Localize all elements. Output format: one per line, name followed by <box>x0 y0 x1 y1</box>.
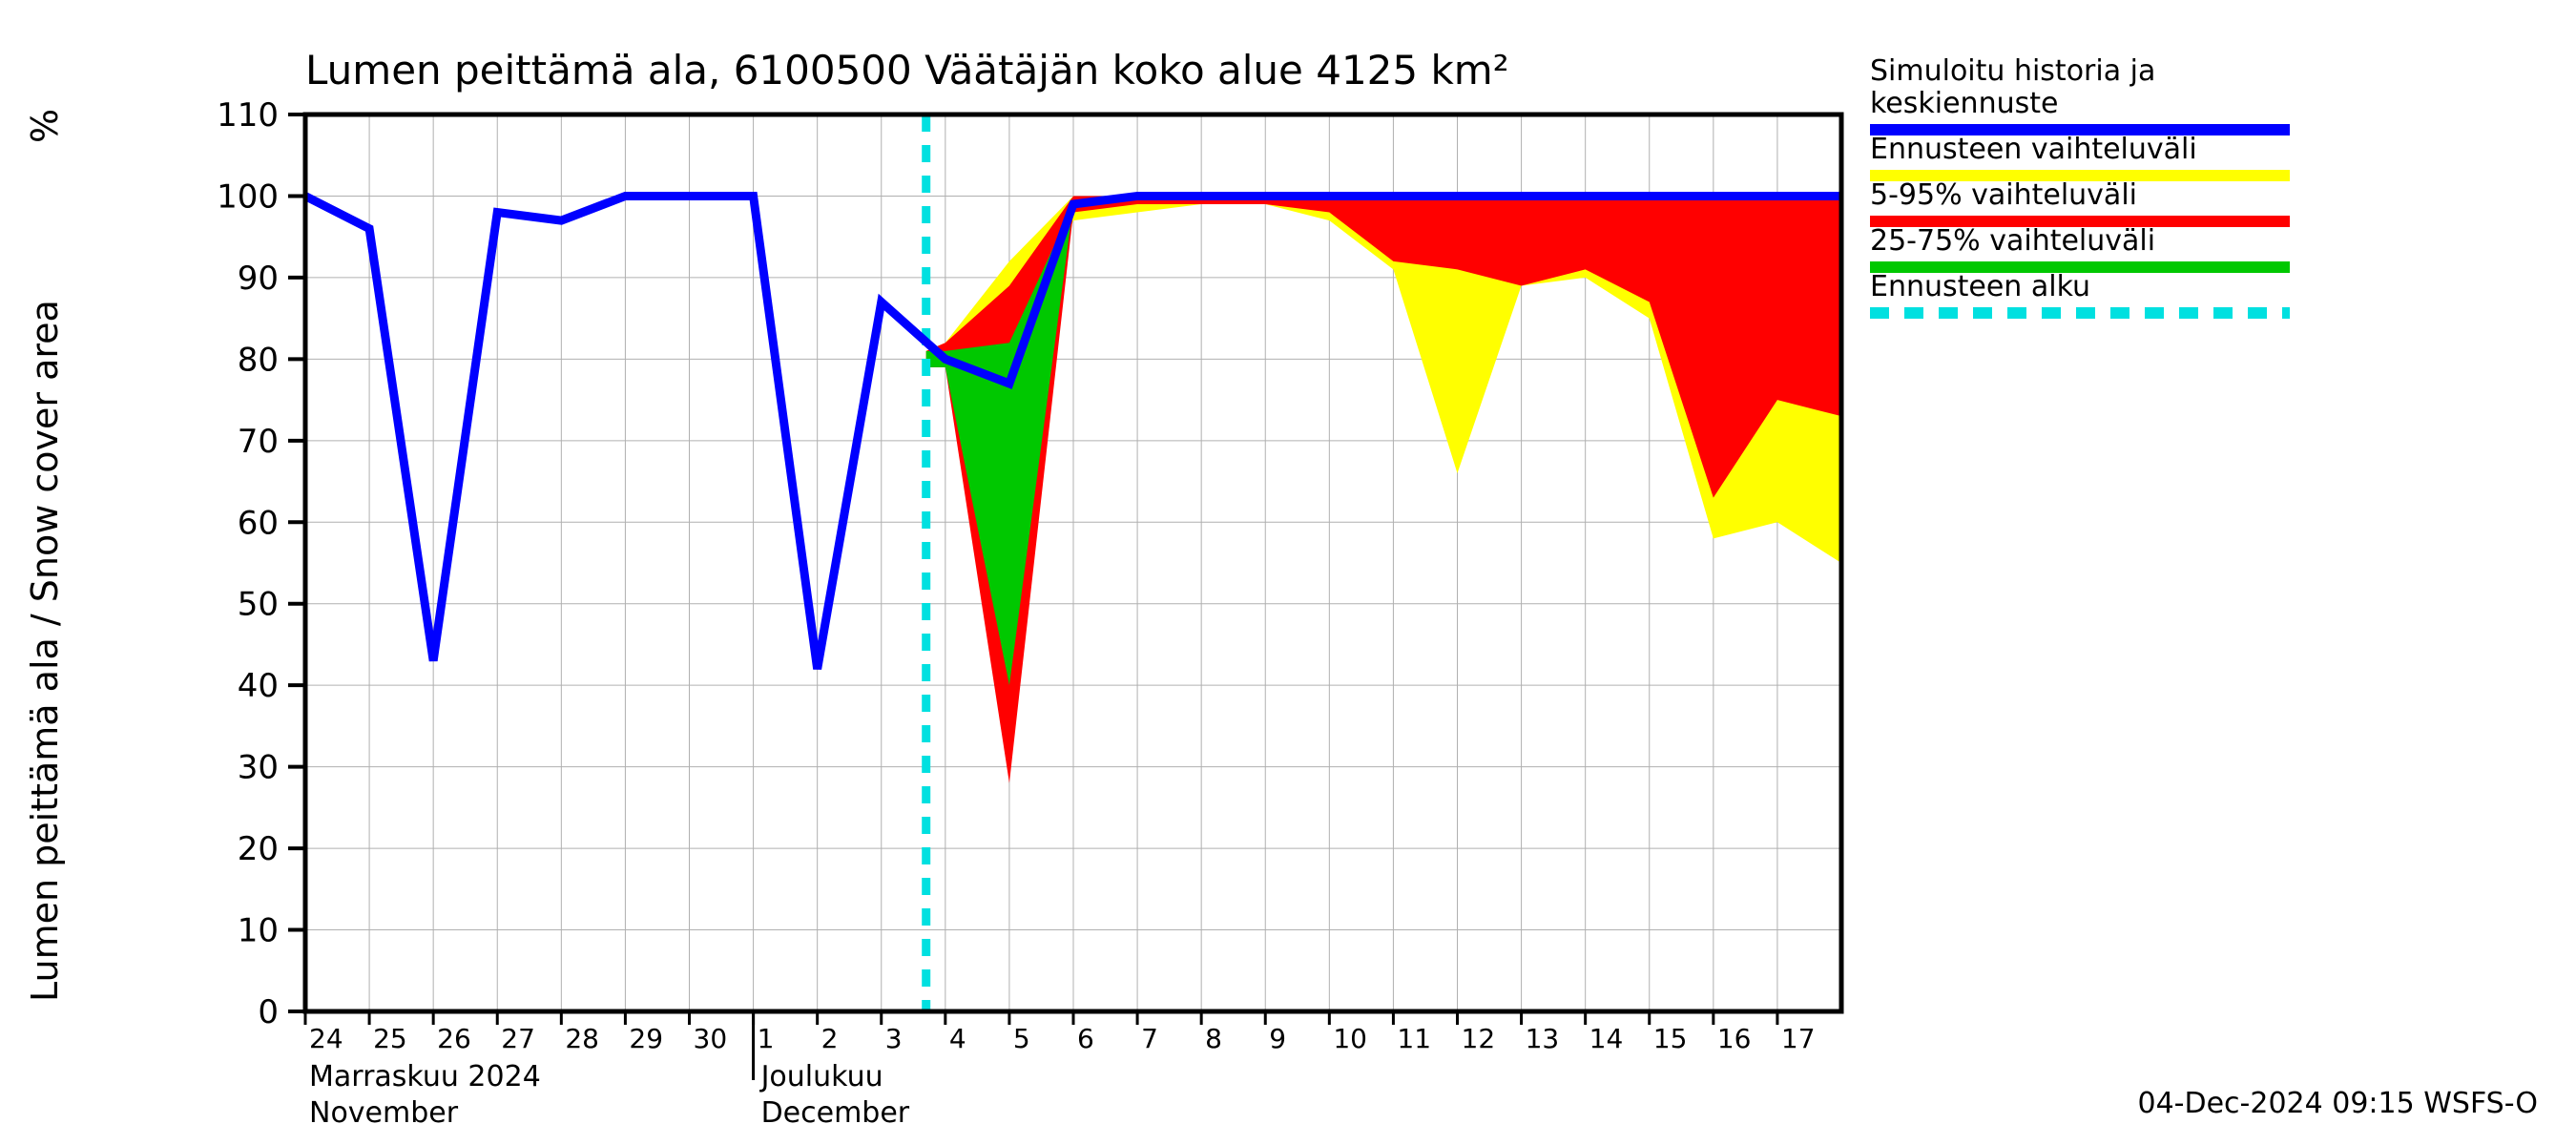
xtick-label: 10 <box>1333 1023 1367 1054</box>
xtick-label: 7 <box>1141 1023 1158 1054</box>
ytick-label: 20 <box>238 830 279 868</box>
xtick-label: 13 <box>1526 1023 1560 1054</box>
month-nov-en: November <box>309 1096 459 1130</box>
ytick-label: 50 <box>238 586 279 624</box>
xtick-label: 24 <box>309 1023 343 1054</box>
xtick-label: 14 <box>1589 1023 1624 1054</box>
ytick-label: 110 <box>217 96 279 135</box>
legend-label-p2575: 25-75% vaihteluväli <box>1870 224 2155 258</box>
month-dec-en: December <box>761 1096 910 1130</box>
ytick-label: 30 <box>238 749 279 787</box>
ytick-label: 80 <box>238 341 279 379</box>
xtick-label: 30 <box>694 1023 728 1054</box>
xtick-label: 6 <box>1077 1023 1094 1054</box>
ytick-label: 70 <box>238 423 279 461</box>
legend-label-full: Ennusteen vaihteluväli <box>1870 133 2197 166</box>
ytick-label: 40 <box>238 667 279 705</box>
y-axis-label: Lumen peittämä ala / Snow cover area <box>24 300 66 1002</box>
ytick-label: 90 <box>238 260 279 298</box>
xtick-label: 12 <box>1462 1023 1496 1054</box>
chart-svg: 0102030405060708090100110242526272829301… <box>0 0 2576 1145</box>
legend-label-p595: 5-95% vaihteluväli <box>1870 178 2137 212</box>
legend-label-sim2: keskiennuste <box>1870 87 2058 120</box>
xtick-label: 15 <box>1653 1023 1688 1054</box>
ytick-label: 100 <box>217 177 279 216</box>
chart-title: Lumen peittämä ala, 6100500 Väätäjän kok… <box>305 47 1509 94</box>
xtick-label: 16 <box>1717 1023 1752 1054</box>
legend-label-sim: Simuloitu historia ja <box>1870 54 2155 88</box>
xtick-label: 1 <box>758 1023 775 1054</box>
xtick-label: 4 <box>949 1023 966 1054</box>
xtick-label: 28 <box>565 1023 599 1054</box>
xtick-label: 29 <box>629 1023 663 1054</box>
ytick-label: 60 <box>238 504 279 542</box>
xtick-label: 11 <box>1397 1023 1431 1054</box>
month-dec-fi: Joulukuu <box>759 1060 883 1093</box>
xtick-label: 26 <box>437 1023 471 1054</box>
xtick-label: 25 <box>373 1023 407 1054</box>
legend-label-start: Ennusteen alku <box>1870 270 2090 303</box>
chart-container: 0102030405060708090100110242526272829301… <box>0 0 2576 1145</box>
xtick-label: 5 <box>1013 1023 1030 1054</box>
xtick-label: 2 <box>821 1023 839 1054</box>
footer-timestamp: 04-Dec-2024 09:15 WSFS-O <box>2137 1087 2538 1120</box>
xtick-label: 8 <box>1205 1023 1222 1054</box>
xtick-label: 3 <box>885 1023 903 1054</box>
month-nov-fi: Marraskuu 2024 <box>309 1060 541 1093</box>
ytick-label: 10 <box>238 912 279 950</box>
xtick-label: 27 <box>501 1023 535 1054</box>
y-axis-unit: % <box>24 109 66 143</box>
ytick-label: 0 <box>258 993 279 1031</box>
xtick-label: 9 <box>1269 1023 1286 1054</box>
xtick-label: 17 <box>1781 1023 1816 1054</box>
